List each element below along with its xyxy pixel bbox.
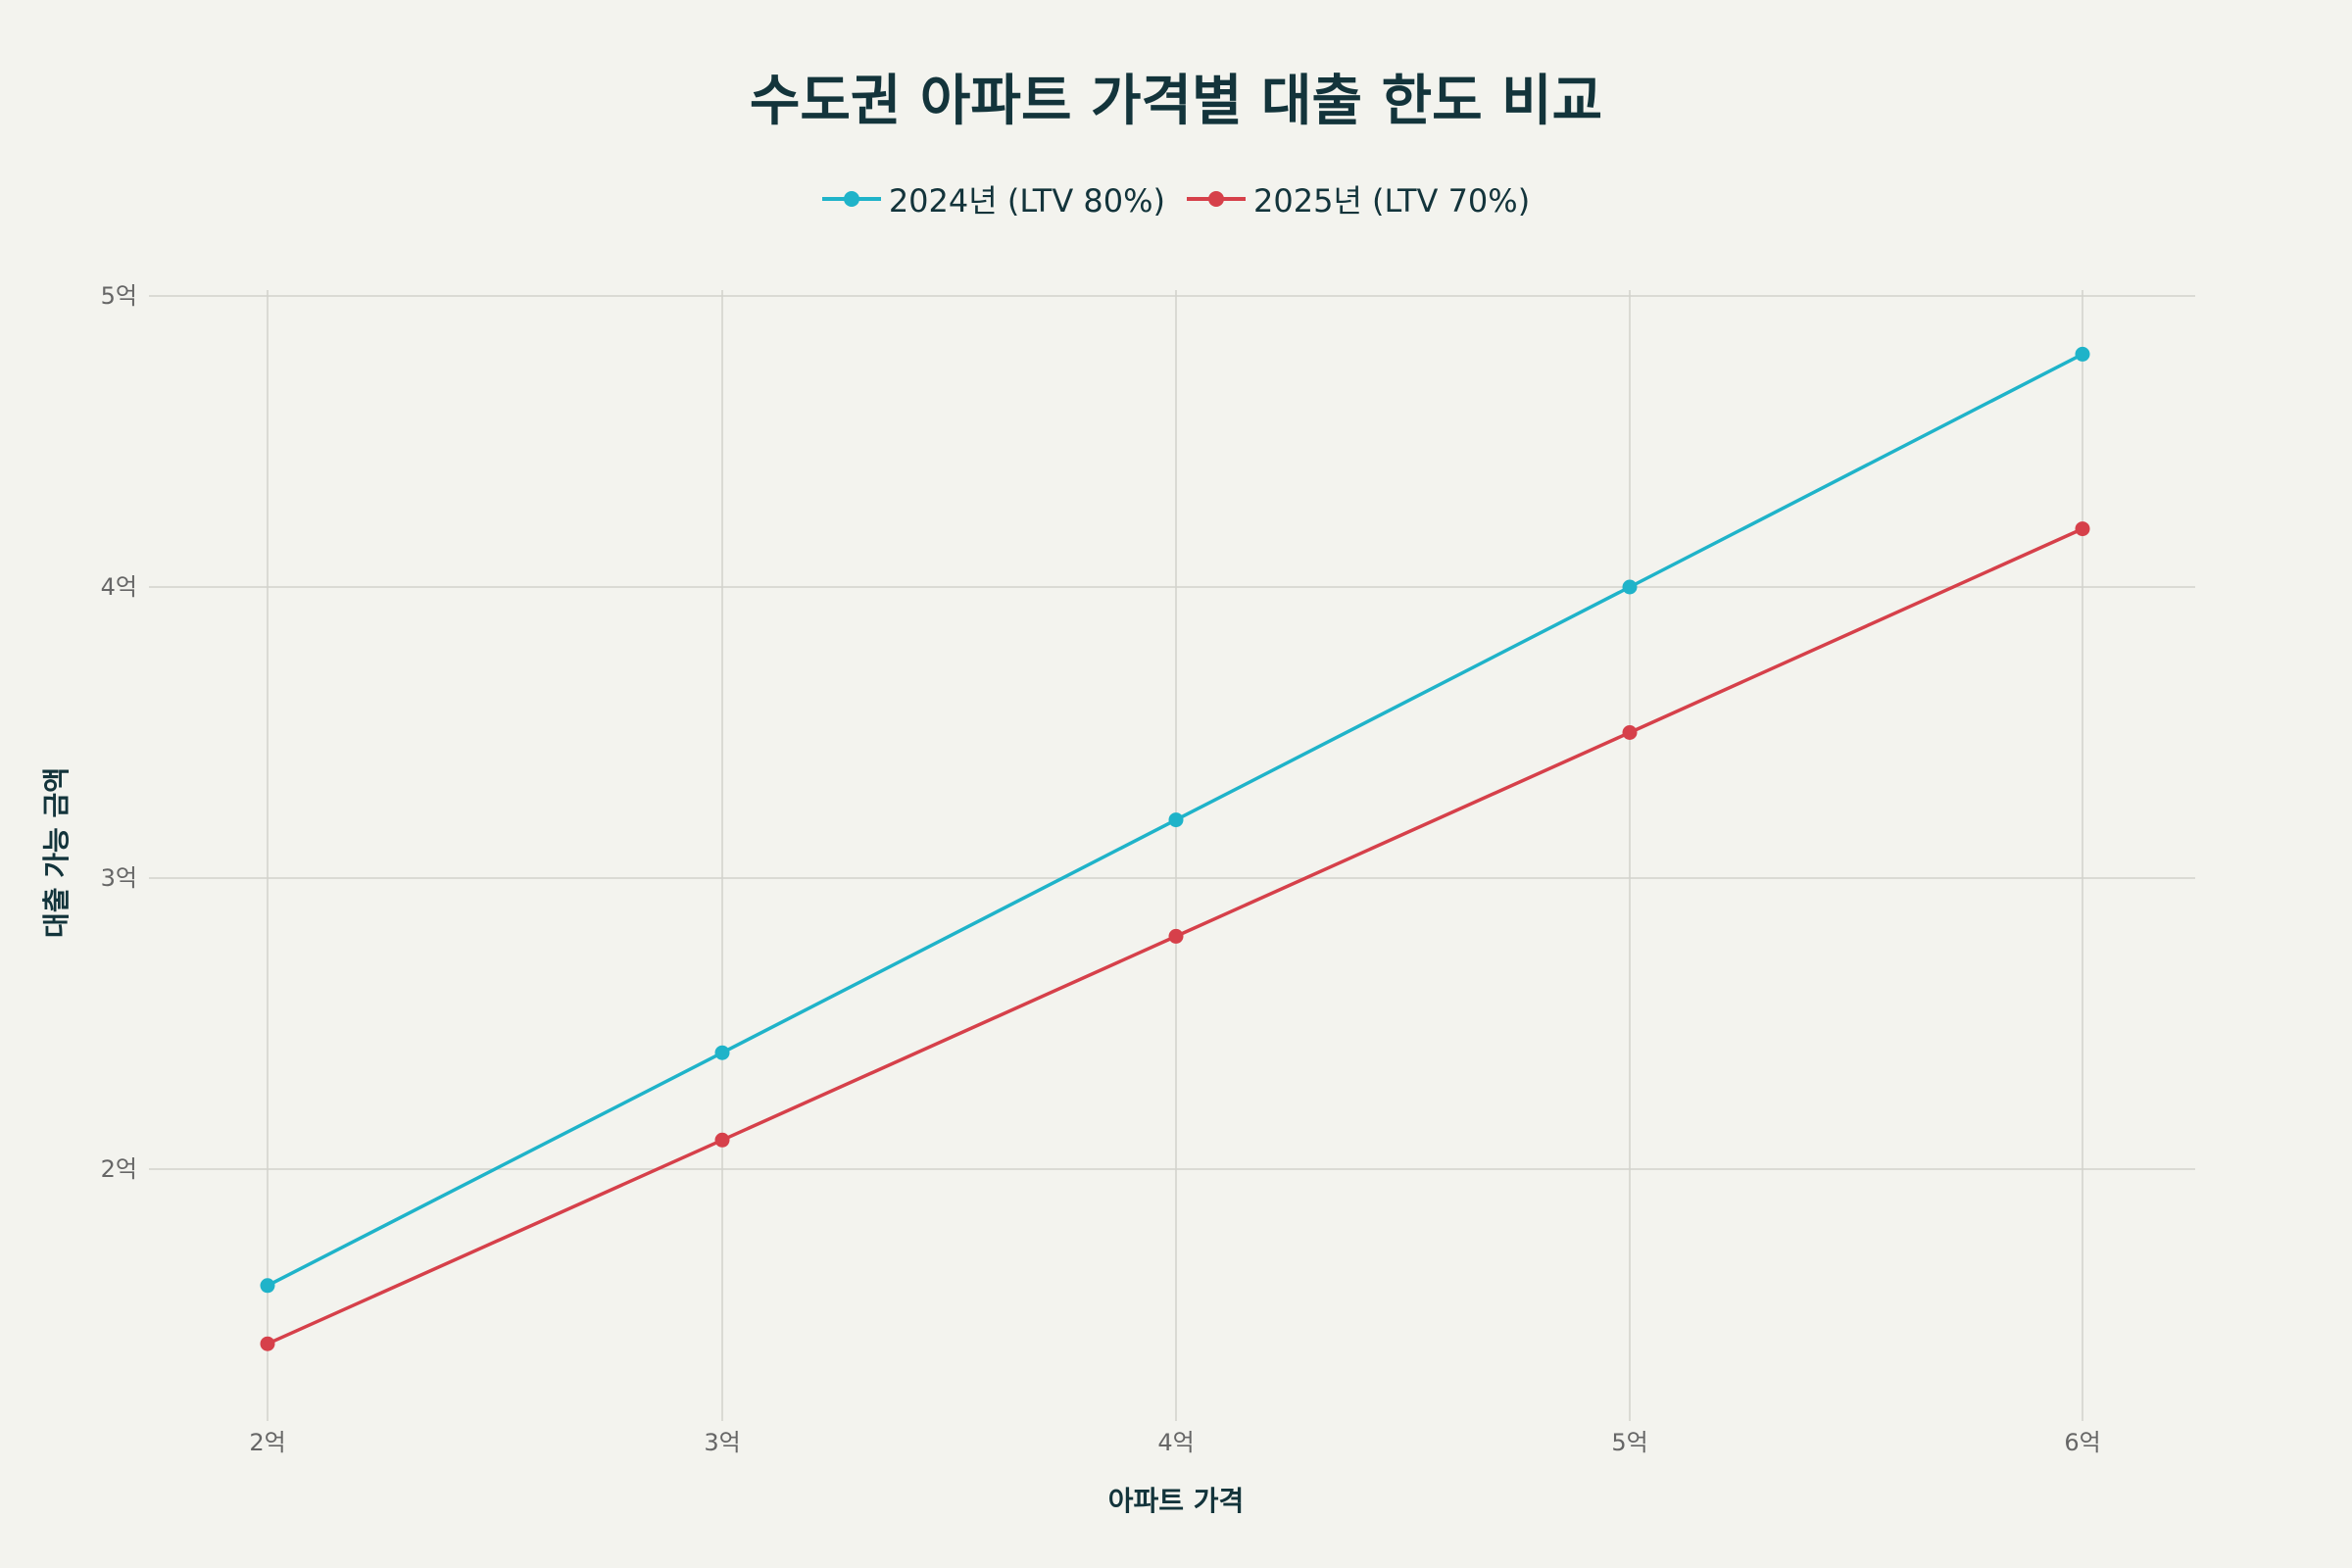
legend-item-2025[interactable]: 2025년 (LTV 70%) [1187, 176, 1530, 221]
y-tick-label: 4억 [101, 573, 137, 601]
x-tick-label: 3억 [704, 1429, 740, 1456]
data-point-2025 [2075, 521, 2090, 537]
x-tick-label: 4억 [1157, 1429, 1194, 1456]
y-tick-label: 2억 [101, 1155, 137, 1183]
legend-dot-2025 [1208, 191, 1224, 207]
data-point-2024 [714, 1045, 730, 1060]
data-point-2024 [260, 1278, 275, 1294]
x-tick-label: 6억 [2064, 1429, 2100, 1456]
legend-dot-2024 [843, 191, 859, 207]
data-point-2024 [1622, 579, 1638, 595]
y-tick-label: 5억 [101, 282, 137, 310]
data-point-2025 [260, 1336, 275, 1351]
x-tick-label: 5억 [1611, 1429, 1647, 1456]
legend-label-2025: 2025년 (LTV 70%) [1253, 182, 1531, 220]
y-tick-label: 3억 [101, 864, 137, 892]
x-axis-label: 아파트 가격 [1107, 1485, 1245, 1517]
data-point-2024 [1168, 812, 1184, 828]
legend-item-2024[interactable]: 2024년 (LTV 80%) [821, 176, 1165, 221]
data-point-2025 [1168, 928, 1184, 944]
legend-label-2024: 2024년 (LTV 80%) [888, 182, 1165, 220]
chart-legend: 2024년 (LTV 80%) 2025년 (LTV 70%) [0, 176, 2352, 221]
data-point-2025 [1622, 725, 1638, 740]
data-point-2024 [2075, 346, 2090, 362]
x-tick-label: 2억 [249, 1429, 285, 1456]
chart-title: 수도권 아파트 가격별 대출 한도 비교 [749, 70, 1603, 133]
y-axis-label: 대출 가능 금액 [40, 766, 73, 939]
data-point-2025 [714, 1132, 730, 1148]
legend-marker-2025 [1187, 191, 1246, 207]
legend-marker-2024 [821, 191, 881, 207]
